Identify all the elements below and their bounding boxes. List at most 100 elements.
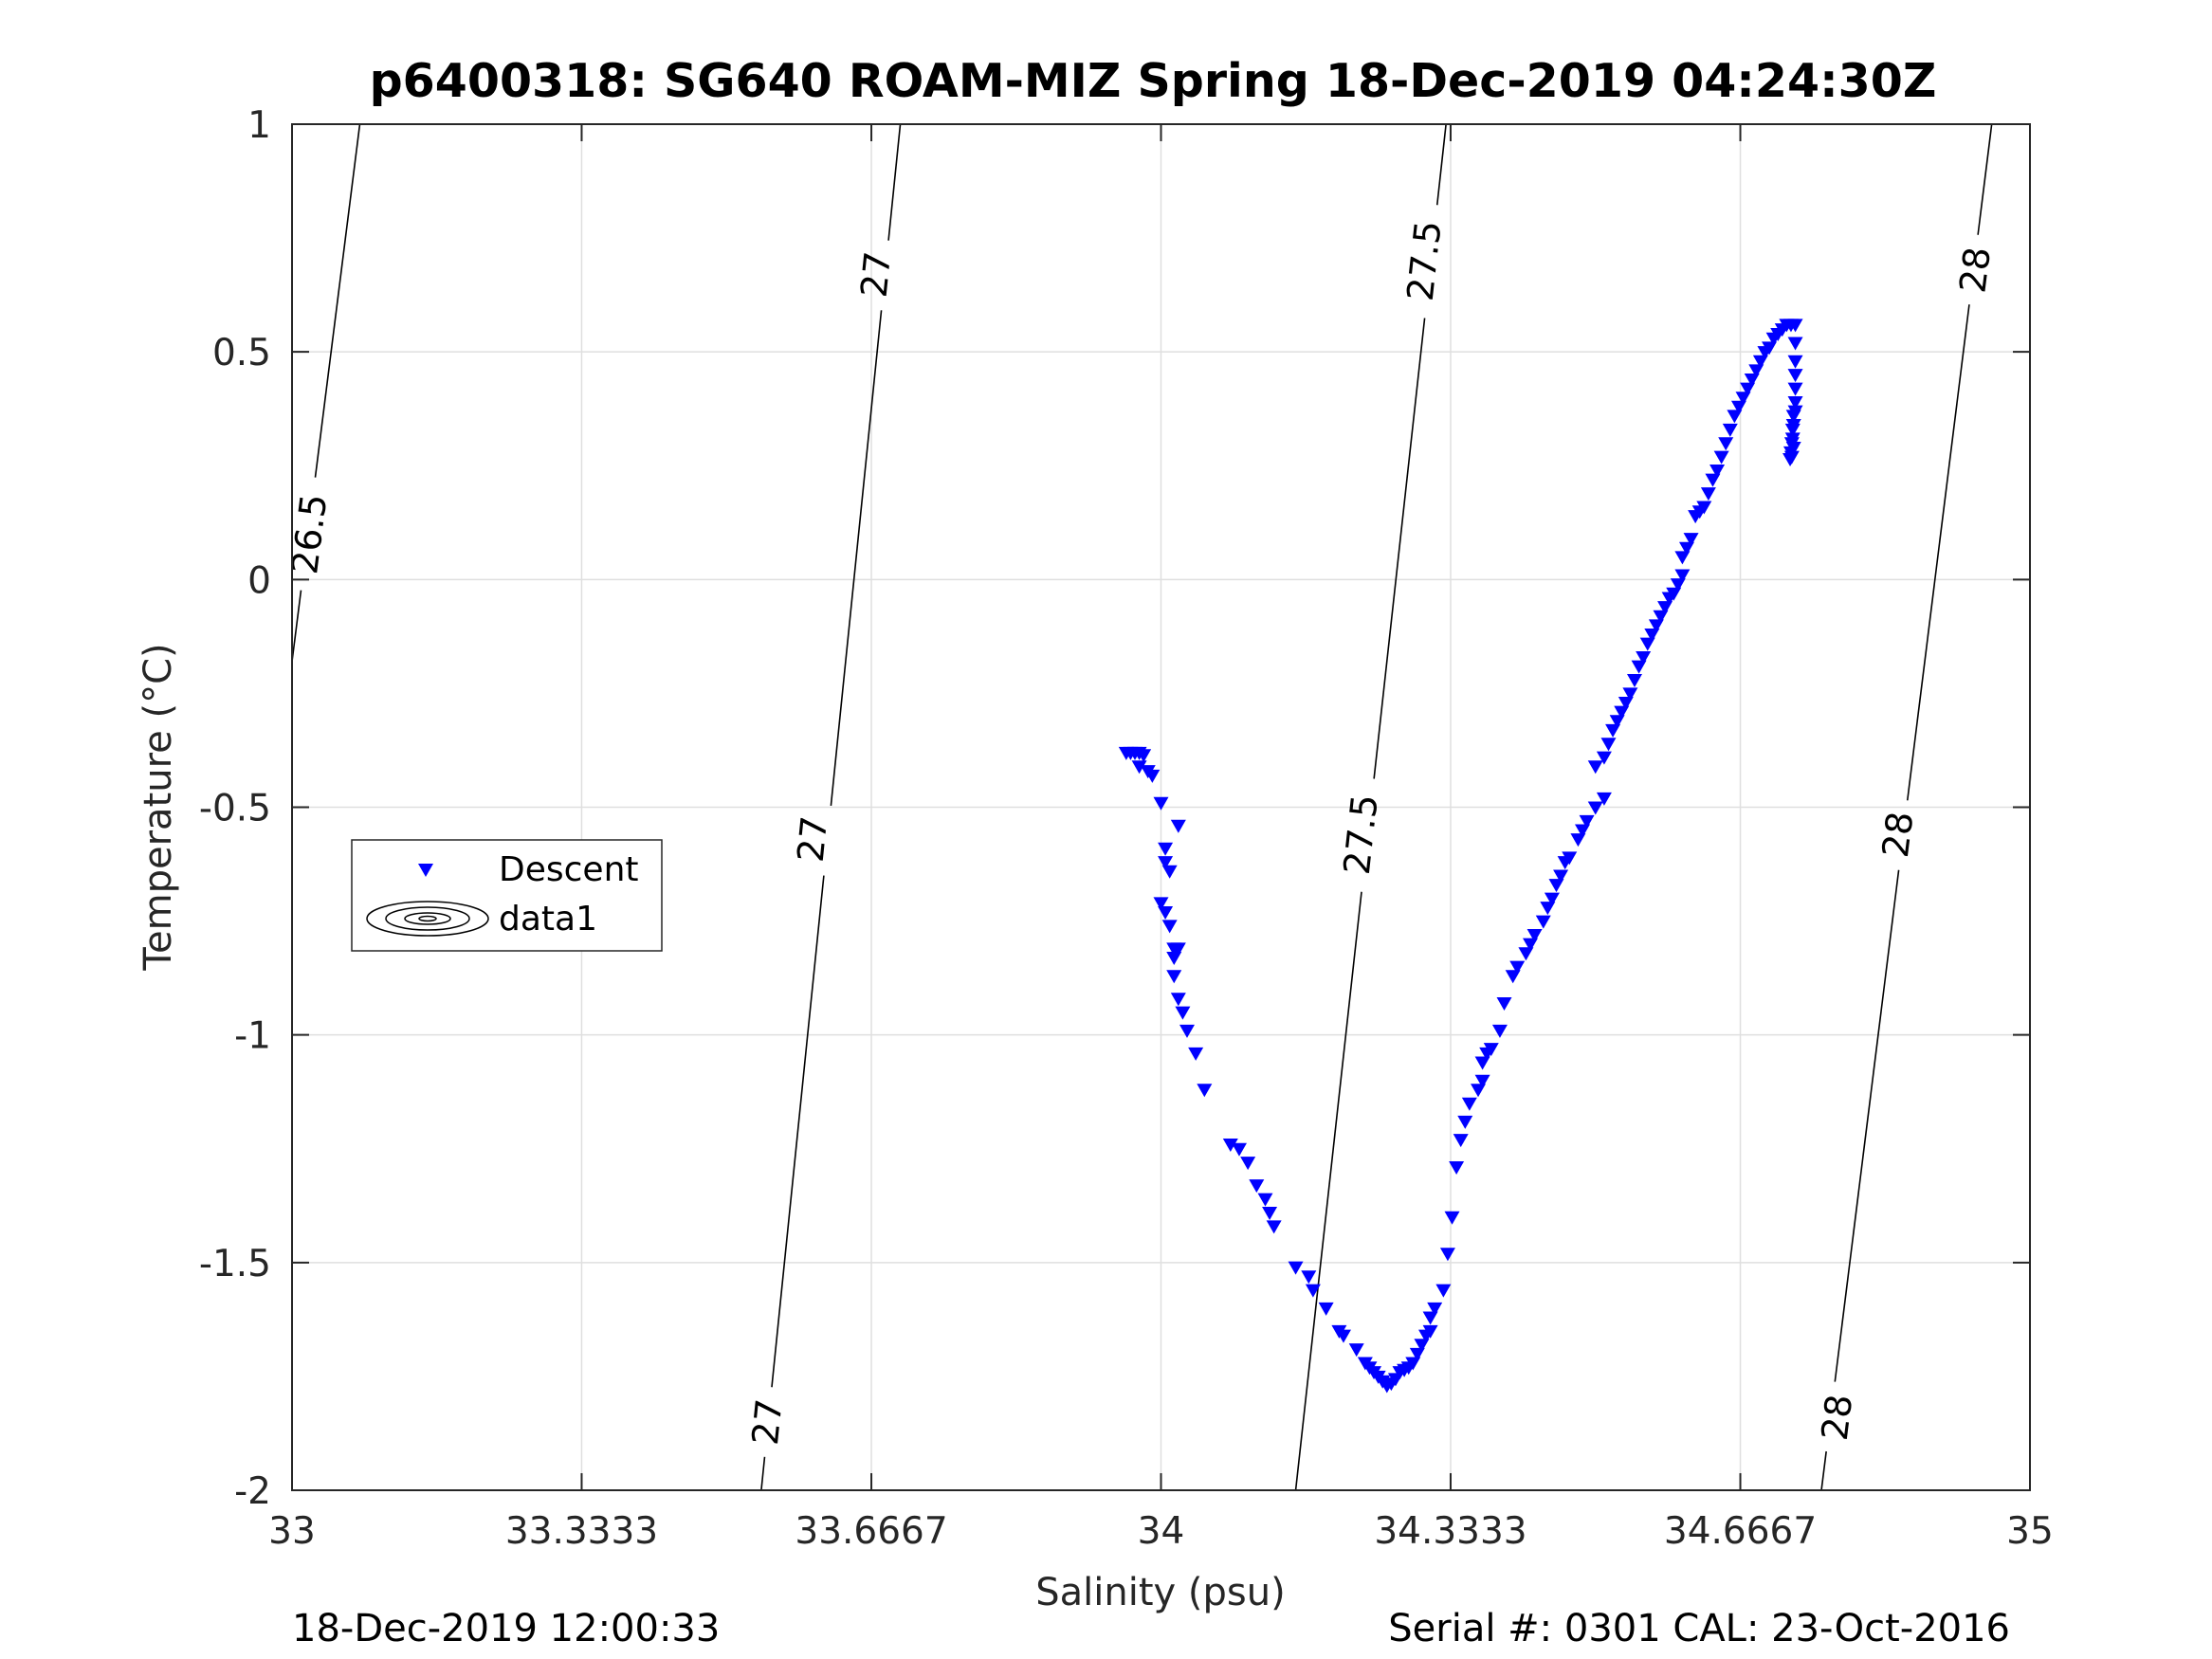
- descent-point: [1787, 369, 1803, 383]
- descent-point: [1505, 970, 1521, 984]
- descent-point: [1696, 501, 1712, 515]
- descent-point: [1787, 319, 1803, 333]
- descent-point: [1409, 1347, 1425, 1361]
- footer-serial-calibration: Serial #: 0301 CAL: 23-Oct-2016: [1388, 1607, 2010, 1650]
- descent-point: [1348, 1343, 1364, 1358]
- descent-point: [1614, 705, 1630, 720]
- x-tick-label: 34.6667: [1664, 1510, 1817, 1553]
- legend-data1-label: data1: [499, 900, 597, 939]
- descent-point: [1540, 902, 1556, 916]
- descent-point: [1257, 1193, 1273, 1207]
- x-tick-label: 33: [268, 1510, 316, 1553]
- descent-point: [1609, 715, 1625, 729]
- descent-point: [1166, 970, 1182, 984]
- descent-point: [1787, 396, 1803, 410]
- descent-point: [1683, 533, 1699, 547]
- descent-point: [1523, 938, 1539, 952]
- descent-point: [1618, 697, 1634, 711]
- descent-point: [1518, 947, 1534, 961]
- descent-point: [1435, 1284, 1452, 1298]
- footer-timestamp: 18-Dec-2019 12:00:33: [292, 1607, 721, 1650]
- isopycnal-line: [771, 875, 825, 1388]
- y-tick-label: 1: [247, 104, 271, 147]
- descent-point: [1727, 410, 1743, 424]
- legend-descent-marker: [418, 864, 433, 877]
- isopycnal-label: 27: [790, 814, 836, 865]
- descent-point: [1158, 905, 1174, 920]
- descent-point: [1158, 856, 1174, 870]
- descent-point: [1231, 1142, 1247, 1157]
- isopycnal-label: 27: [744, 1397, 791, 1448]
- y-tick-label: -1: [234, 1015, 271, 1058]
- descent-point: [1785, 419, 1801, 433]
- y-tick-label: 0: [247, 559, 271, 602]
- isopycnal-label: 27: [853, 249, 900, 300]
- descent-point: [1787, 337, 1803, 351]
- y-tick-label: -1.5: [199, 1243, 271, 1285]
- descent-point: [1783, 450, 1800, 465]
- descent-point: [1197, 1084, 1213, 1098]
- descent-point: [1735, 392, 1751, 406]
- descent-point: [1474, 1056, 1490, 1070]
- descent-point: [1587, 801, 1603, 815]
- descent-point: [1700, 487, 1716, 501]
- descent-point: [1161, 865, 1178, 879]
- descent-point: [1705, 473, 1721, 487]
- isopycnal-line: [1435, 123, 1447, 206]
- descent-point: [1562, 851, 1578, 866]
- descent-point: [1422, 1311, 1438, 1325]
- descent-point: [1491, 1024, 1508, 1038]
- descent-point: [1575, 824, 1591, 838]
- descent-point: [1166, 952, 1182, 966]
- descent-point: [1471, 1084, 1487, 1098]
- descent-point: [1405, 1357, 1421, 1371]
- descent-point: [1605, 723, 1621, 738]
- descent-point: [1453, 1134, 1469, 1148]
- descent-point: [1674, 551, 1691, 565]
- descent-point: [1461, 1097, 1477, 1111]
- descent-point: [1136, 749, 1152, 763]
- descent-point: [1222, 1138, 1238, 1152]
- descent-point: [1553, 869, 1569, 884]
- isopycnal-label: 27.5: [1336, 793, 1386, 877]
- descent-point: [1439, 1248, 1455, 1262]
- descent-point: [1631, 660, 1647, 674]
- descent-point: [1787, 405, 1803, 419]
- descent-point: [1240, 1157, 1256, 1171]
- descent-point: [1422, 1324, 1438, 1339]
- y-tick-label: -2: [234, 1470, 271, 1513]
- descent-point: [1636, 650, 1652, 665]
- isopycnal-line: [1294, 891, 1362, 1491]
- y-axis-label: Temperature (°C): [137, 643, 180, 971]
- descent-point: [1622, 687, 1638, 702]
- descent-point: [1718, 437, 1734, 451]
- descent-point: [1305, 1284, 1321, 1298]
- isopycnal-line: [1977, 123, 1993, 235]
- isopycnal-line: [887, 123, 902, 241]
- x-tick-label: 33.6667: [795, 1510, 947, 1553]
- isopycnal-line: [1834, 869, 1900, 1382]
- descent-point: [1161, 920, 1178, 934]
- x-axis-label: Salinity (psu): [1035, 1571, 1285, 1614]
- descent-point: [1784, 432, 1801, 447]
- isopycnal-label: 28: [1874, 810, 1922, 860]
- descent-point: [1170, 819, 1186, 833]
- legend-contour-icon: [366, 901, 489, 937]
- descent-point: [1762, 341, 1778, 356]
- chart-title: p6400318: SG640 ROAM-MIZ Spring 18-Dec-2…: [370, 54, 1937, 108]
- legend: Descent data1: [351, 839, 663, 952]
- descent-point: [1288, 1261, 1304, 1275]
- descent-point: [1153, 897, 1169, 911]
- isopycnal-label: 28: [1951, 245, 1999, 295]
- isopycnal-label: 27.5: [1399, 219, 1450, 303]
- isopycnal-label: 28: [1814, 1392, 1861, 1442]
- y-tick-label: 0.5: [212, 332, 271, 374]
- descent-point: [1713, 450, 1729, 465]
- descent-point: [1535, 915, 1551, 929]
- descent-point: [1674, 569, 1691, 583]
- descent-point: [1548, 879, 1564, 893]
- isopycnal-line: [760, 1456, 766, 1491]
- axis-ticks: 33 33.3333 33.6667 34 34.3333 34.6667 35 -2 -1.5…: [199, 104, 2054, 1553]
